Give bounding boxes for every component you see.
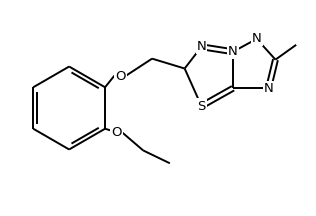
Text: N: N bbox=[252, 32, 262, 45]
Text: O: O bbox=[115, 70, 126, 83]
Text: S: S bbox=[197, 100, 206, 113]
Text: O: O bbox=[111, 126, 122, 139]
Text: N: N bbox=[264, 82, 273, 95]
Text: N: N bbox=[228, 45, 238, 58]
Text: N: N bbox=[197, 40, 206, 53]
